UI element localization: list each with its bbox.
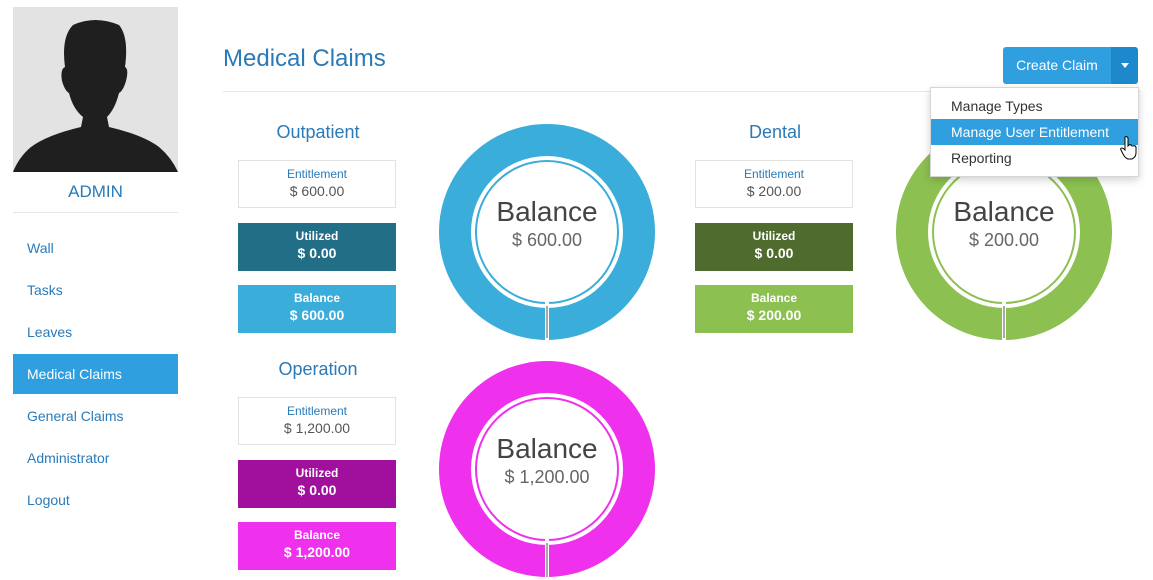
donut-balance-title: Balance [496,196,598,227]
utilized-label: Utilized [295,466,339,480]
sidebar-item-wall[interactable]: Wall [27,240,54,256]
sidebar-item-tasks[interactable]: Tasks [27,282,63,298]
utilized-label: Utilized [752,229,796,243]
operation-entitlement-box: Entitlement $ 1,200.00 [238,397,396,445]
outpatient-balance-donut [439,124,655,340]
utilized-value: $ 0.00 [297,482,337,498]
header-divider [223,91,1141,92]
dental-utilized-box: Utilized $ 0.00 [695,223,853,271]
dental-entitlement-box: Entitlement $ 200.00 [695,160,853,208]
operation-donut-label: Balance $ 1,200.00 [440,433,654,488]
claim-title-dental: Dental [748,122,802,142]
donut-balance-title: Balance [496,433,598,464]
balance-value: $ 1,200.00 [283,544,351,560]
utilized-value: $ 0.00 [297,245,337,261]
operation-utilized-box: Utilized $ 0.00 [238,460,396,508]
donut-balance-value: $ 200.00 [968,230,1040,250]
utilized-value: $ 0.00 [754,245,794,261]
sidebar-item-logout[interactable]: Logout [27,492,70,508]
outpatient-utilized-box: Utilized $ 0.00 [238,223,396,271]
sidebar-nav: Wall Tasks Leaves Medical Claims General… [13,228,178,520]
menu-item-reporting[interactable]: Reporting [951,150,1012,166]
sidebar: ADMIN Wall Tasks Leaves Medical Claims G… [13,7,178,522]
sidebar-item-medical-claims[interactable]: Medical Claims [13,354,178,394]
outpatient-balance-box: Balance $ 600.00 [238,285,396,333]
sidebar-item-leaves[interactable]: Leaves [27,324,73,340]
create-claim-button[interactable]: Create Claim [1003,47,1111,84]
sidebar-item-administrator[interactable]: Administrator [27,450,110,466]
entitlement-label: Entitlement [286,167,348,181]
avatar [13,7,178,172]
balance-label: Balance [750,291,798,305]
entitlement-value: $ 1,200.00 [283,420,351,436]
utilized-label: Utilized [295,229,339,243]
dental-balance-donut [896,124,1112,340]
operation-balance-box: Balance $ 1,200.00 [238,522,396,570]
hand-cursor-icon [1120,136,1137,160]
dental-donut-label: Balance $ 200.00 [897,196,1111,251]
outpatient-donut-label: Balance $ 600.00 [440,196,654,251]
balance-value: $ 600.00 [289,307,345,323]
create-claim-dropdown-menu: Manage Types Manage User Entitlement Rep… [930,87,1139,177]
outpatient-entitlement-box: Entitlement $ 600.00 [238,160,396,208]
username: ADMIN [13,172,178,213]
donut-balance-title: Balance [953,196,1055,227]
menu-item-manage-user-entitlement[interactable]: Manage User Entitlement [931,119,1138,145]
entitlement-value: $ 600.00 [289,183,345,199]
menu-item-manage-types[interactable]: Manage Types [951,98,1043,114]
entitlement-value: $ 200.00 [746,183,802,199]
claim-title-outpatient: Outpatient [276,122,360,142]
entitlement-label: Entitlement [743,167,805,181]
user-silhouette-icon [13,20,178,172]
donut-balance-value: $ 600.00 [511,230,583,250]
balance-value: $ 200.00 [746,307,802,323]
balance-label: Balance [293,291,341,305]
page-title: Medical Claims [223,45,386,72]
entitlement-label: Entitlement [286,404,348,418]
sidebar-item-general-claims[interactable]: General Claims [27,408,124,424]
create-claim-button-group: Create Claim [1003,47,1138,84]
operation-balance-donut [439,361,655,580]
create-claim-dropdown-toggle[interactable] [1111,47,1138,84]
dental-balance-box: Balance $ 200.00 [695,285,853,333]
claim-title-operation: Operation [278,359,358,379]
balance-label: Balance [293,528,341,542]
donut-balance-value: $ 1,200.00 [504,467,590,487]
